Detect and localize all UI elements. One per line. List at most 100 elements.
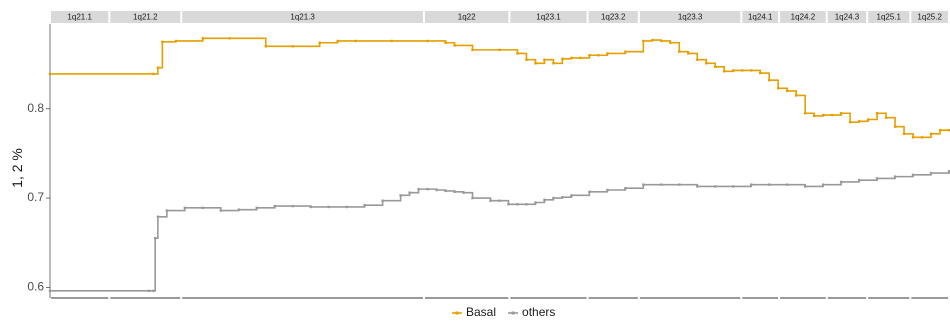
data-point [552,62,555,65]
data-point [237,208,240,211]
legend-item-others: others [508,305,555,319]
data-point [911,173,915,177]
cytoband-1q23.2 [588,11,638,23]
data-point [453,190,456,193]
data-point [651,38,654,42]
series-line [50,37,949,139]
data-point [794,94,798,97]
data-point [750,69,753,72]
data-point [174,39,178,43]
data-point [156,66,160,69]
data-point [201,206,205,210]
data-point [884,116,888,119]
cytoband-label: 1q23.2 [601,13,626,22]
data-point [588,190,591,193]
data-point [723,70,726,73]
data-point [929,171,933,175]
data-point [273,204,276,208]
data-point [875,112,879,115]
cytoband-1q22 [424,11,509,23]
data-point [660,39,663,43]
cytoband-label: 1q22 [458,13,476,22]
data-point [525,58,528,61]
data-point [152,289,155,293]
cytoband-label: 1q23.3 [678,13,703,22]
y-tick-label: 0.6 [27,279,44,293]
data-point [435,188,438,192]
data-point [606,188,609,192]
data-point [741,69,744,72]
cytoband-label: 1q24.3 [835,13,860,22]
cytoband-1q25.2 [911,11,948,23]
data-point [417,187,420,191]
data-point [318,41,321,44]
data-point [821,113,825,117]
data-point [732,185,735,188]
data-point [183,206,187,210]
data-point [588,54,591,57]
data-point [390,39,393,43]
data-point [219,209,223,212]
series-layer [48,37,950,293]
data-point [408,191,411,194]
data-point [759,71,762,75]
data-point [426,187,429,191]
data-point [839,112,843,115]
cytoband-1q23.3 [639,11,741,23]
cytoband-1q25.1 [868,11,910,23]
data-point [543,198,546,202]
data-point [165,209,169,212]
data-point [525,203,528,206]
cytoband-label: 1q25.2 [917,13,942,22]
cytoband-1q23.1 [510,11,587,23]
data-point [714,185,717,188]
cytoband-1q21.1 [51,11,109,23]
cytoband-label: 1q21.3 [290,13,315,22]
data-point [453,44,456,47]
data-point [785,89,789,93]
data-point [516,52,519,55]
data-point [938,129,942,132]
legend-key-point [455,311,459,315]
data-point [161,40,164,44]
data-point [345,205,348,209]
data-point [156,215,160,218]
data-point [839,180,843,184]
cytoband-1q24.3 [827,11,867,23]
data-point [678,183,681,186]
data-point [812,114,816,118]
cytoband-1q24.2 [780,11,826,23]
data-point [354,39,357,43]
data-point [498,48,501,52]
data-point [552,196,555,200]
data-point [534,201,537,204]
data-point [444,189,447,193]
data-point [291,204,294,208]
cytoband-label: 1q24.2 [791,13,816,22]
data-point [48,72,52,76]
y-axis: 0.6 0.7 0.8 [27,24,51,298]
data-point [947,129,950,132]
data-point [570,56,573,60]
data-point [489,199,492,202]
cytoband-label: 1q23.1 [536,13,561,22]
data-point [309,205,312,209]
cytoband-label: 1q21.2 [133,13,158,22]
data-point [830,113,834,117]
data-point [714,65,717,69]
legend: Basal others [452,305,555,319]
legend-key-point [511,311,515,315]
data-point [471,196,474,200]
data-point [776,87,780,90]
data-point [857,178,861,182]
cytoband-1q24.1 [742,11,779,23]
data-point [732,69,735,72]
data-point [875,177,879,180]
data-point [597,54,600,57]
data-point [750,183,753,186]
data-point [678,50,681,53]
data-point [642,183,645,186]
cytoband-label: 1q21.1 [67,13,92,22]
series-line [50,171,950,292]
